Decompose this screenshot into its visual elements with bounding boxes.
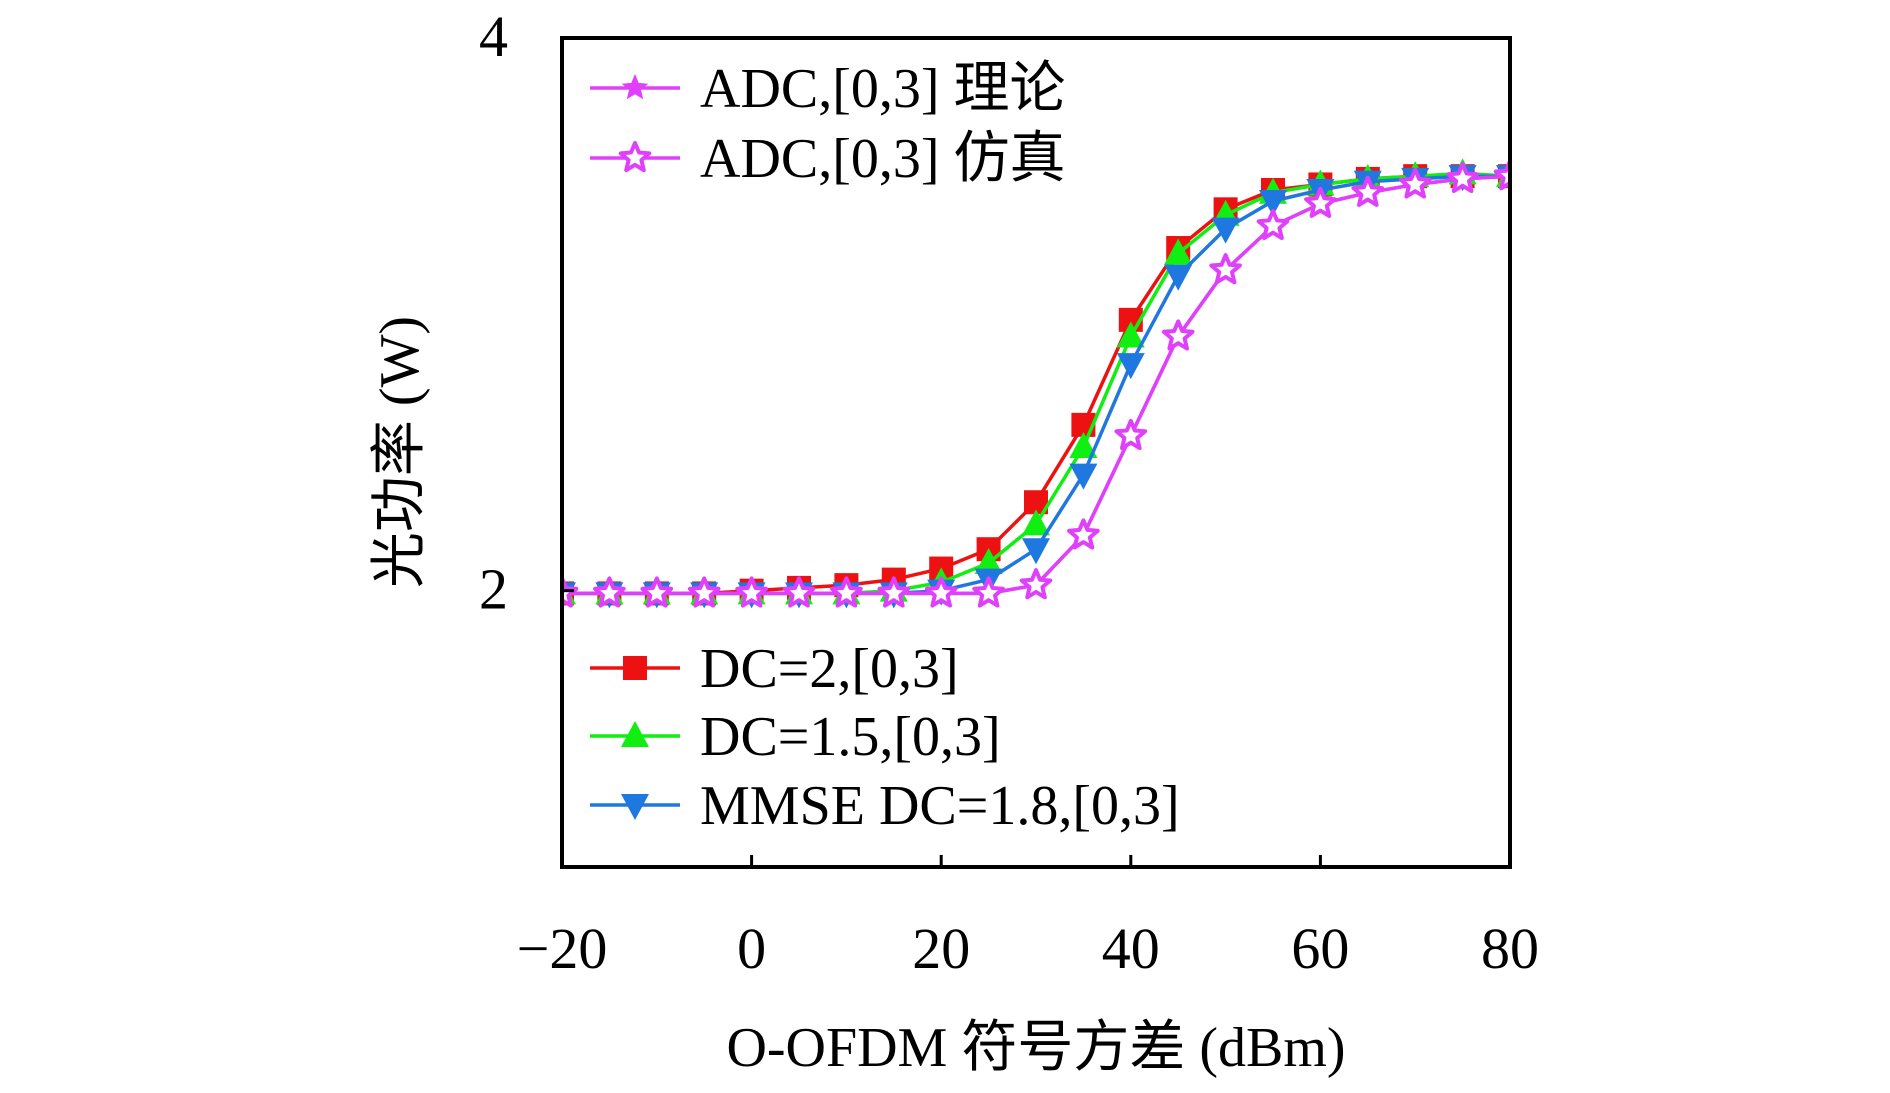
data-point	[974, 548, 1003, 575]
x-axis-title: O-OFDM 符号方差 (dBm)	[726, 1017, 1345, 1079]
series-layer	[562, 158, 1510, 609]
y-axis-title: 光功率 (W)	[369, 316, 431, 588]
legend-marker	[621, 74, 649, 100]
data-point	[1256, 208, 1290, 240]
legend-label: MMSE DC=1.8,[0,3]	[700, 775, 1180, 837]
data-point	[877, 576, 911, 608]
data-point	[1022, 509, 1050, 536]
legend-label: ADC,[0,3] 仿真	[700, 128, 1066, 190]
data-point	[1116, 353, 1145, 380]
legend-bottom: DC=2,[0,3]DC=1.5,[0,3] MMSE DC=1.8,[0,3]	[590, 638, 1180, 837]
data-point	[1211, 217, 1240, 244]
data-point	[1351, 175, 1385, 207]
data-point	[1114, 418, 1148, 451]
x-tick-label: 60	[1291, 916, 1349, 981]
data-point	[1069, 463, 1098, 490]
x-tick-label: 0	[737, 916, 766, 981]
x-tick-label: 20	[912, 916, 970, 981]
legend-marker	[623, 656, 647, 680]
data-point	[593, 576, 626, 608]
data-point	[1116, 321, 1145, 348]
data-point	[1209, 253, 1242, 285]
data-point	[1446, 161, 1479, 194]
data-point	[1022, 538, 1050, 565]
data-point	[1398, 167, 1432, 199]
x-tick-label: −20	[517, 916, 608, 981]
plot-frame	[560, 36, 1512, 869]
y-tick-label: 2	[479, 557, 508, 622]
data-point	[735, 576, 768, 608]
y-tick-label: 4	[479, 4, 508, 69]
data-point	[972, 576, 1005, 608]
x-tick-label: 40	[1102, 916, 1160, 981]
data-point	[1164, 264, 1193, 291]
data-point	[1067, 518, 1100, 550]
legend-label: DC=1.5,[0,3]	[700, 706, 1001, 768]
legend-label: ADC,[0,3] 理论	[700, 58, 1066, 120]
data-point	[1161, 319, 1195, 351]
legend-marker	[618, 141, 652, 173]
legend-entry: DC=2,[0,3]	[590, 638, 959, 700]
data-point	[1304, 186, 1337, 218]
series-4	[562, 158, 1510, 605]
data-point	[924, 576, 958, 608]
x-tick-label: 80	[1481, 916, 1539, 981]
legend-entry: DC=1.5,[0,3]	[590, 706, 1001, 768]
data-point	[687, 576, 721, 608]
legend-label: DC=2,[0,3]	[700, 638, 959, 700]
legend-marker	[621, 794, 649, 820]
data-point	[1069, 431, 1098, 458]
data-point	[782, 576, 816, 608]
legend-top: ADC,[0,3] 理论 ADC,[0,3] 仿真	[590, 58, 1066, 190]
data-point	[1164, 238, 1193, 265]
data-point	[1019, 568, 1053, 600]
data-point	[1493, 159, 1510, 191]
data-point	[1259, 190, 1287, 217]
series-2	[562, 159, 1510, 608]
legend-entry: MMSE DC=1.8,[0,3]	[590, 775, 1180, 837]
legend-marker	[621, 721, 649, 747]
legend-entry: ADC,[0,3] 理论	[590, 58, 1066, 120]
tick-layer: −20 0 20 40 60 80 2 4	[479, 4, 1539, 981]
data-point	[640, 576, 674, 608]
series-5	[562, 165, 1510, 609]
legend-entry: ADC,[0,3] 仿真	[590, 128, 1066, 190]
data-point	[830, 576, 863, 608]
